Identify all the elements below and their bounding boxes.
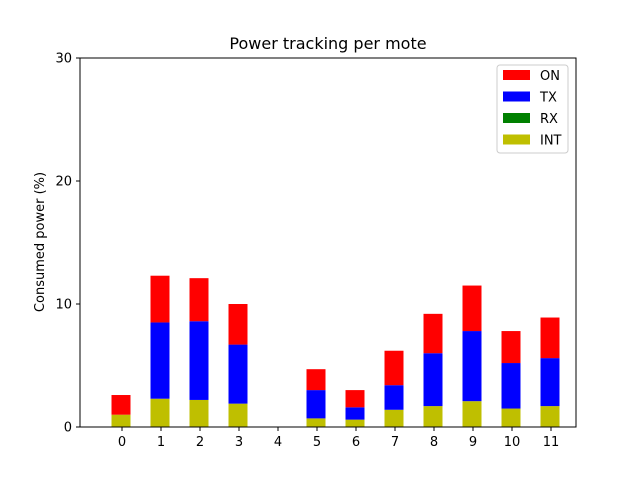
x-tick-label: 5 — [313, 435, 321, 450]
x-tick-label: 6 — [352, 435, 360, 450]
bar-int-mote-9 — [462, 401, 482, 427]
bar-on-mote-1 — [150, 275, 170, 323]
bar-int-mote-8 — [423, 406, 443, 427]
bar-on-mote-7 — [384, 350, 404, 386]
bar-tx-mote-6 — [345, 407, 365, 420]
bar-int-mote-0 — [111, 414, 131, 427]
bar-int-mote-2 — [189, 399, 209, 427]
bar-on-mote-0 — [111, 395, 131, 415]
bar-on-mote-9 — [462, 285, 482, 332]
x-tick-label: 2 — [196, 435, 204, 450]
bar-tx-mote-2 — [189, 321, 209, 400]
bar-tx-mote-10 — [501, 363, 521, 409]
legend-label-int: INT — [540, 134, 562, 149]
legend-swatch-int — [503, 134, 530, 145]
x-tick-label: 8 — [430, 435, 438, 450]
bar-tx-mote-1 — [150, 322, 170, 399]
chart-title: Power tracking per mote — [229, 34, 426, 53]
x-tick-label: 7 — [391, 435, 399, 450]
y-axis-label: Consumed power (%) — [33, 172, 48, 312]
bar-on-mote-11 — [540, 317, 560, 359]
bar-int-mote-5 — [306, 418, 326, 427]
legend: ON TX RX INT — [496, 64, 569, 154]
x-tick-label: 4 — [274, 435, 282, 450]
x-tick-label: 9 — [469, 435, 477, 450]
bar-int-mote-1 — [150, 398, 170, 427]
bar-tx-mote-11 — [540, 358, 560, 407]
x-tick-label: 10 — [504, 435, 521, 450]
y-tick-label: 20 — [55, 175, 72, 190]
x-tick-label: 11 — [543, 435, 560, 450]
plot-frame — [79, 57, 577, 428]
bar-on-mote-5 — [306, 369, 326, 391]
bar-tx-mote-7 — [384, 385, 404, 410]
legend-swatch-tx — [503, 91, 530, 102]
legend-box — [496, 64, 569, 154]
bar-on-mote-2 — [189, 278, 209, 322]
bar-on-mote-3 — [228, 304, 248, 345]
y-tick-label: 30 — [55, 52, 72, 67]
x-tick-label: 3 — [235, 435, 243, 450]
bar-tx-mote-5 — [306, 390, 326, 419]
bar-tx-mote-8 — [423, 353, 443, 407]
bar-tx-mote-9 — [462, 331, 482, 402]
bar-int-mote-6 — [345, 419, 365, 427]
x-tick-label: 0 — [118, 435, 126, 450]
legend-label-tx: TX — [539, 91, 557, 106]
bar-on-mote-6 — [345, 390, 365, 408]
bar-int-mote-7 — [384, 409, 404, 427]
bar-int-mote-10 — [501, 408, 521, 427]
y-tick-label: 10 — [55, 298, 72, 313]
legend-label-on: ON — [540, 69, 560, 84]
y-tick-label: 0 — [64, 421, 72, 436]
legend-label-rx: RX — [540, 112, 558, 127]
bar-int-mote-3 — [228, 403, 248, 427]
bar-int-mote-11 — [540, 406, 560, 427]
bar-on-mote-8 — [423, 313, 443, 354]
bars-group — [111, 275, 560, 427]
legend-swatch-rx — [503, 113, 530, 123]
legend-swatch-on — [503, 70, 530, 80]
x-tick-label: 1 — [157, 435, 165, 450]
axes-group: 0 10 20 30 0 1 2 3 4 5 6 7 8 9 10 11 — [55, 52, 577, 450]
bar-tx-mote-3 — [228, 344, 248, 404]
bar-on-mote-10 — [501, 331, 521, 364]
